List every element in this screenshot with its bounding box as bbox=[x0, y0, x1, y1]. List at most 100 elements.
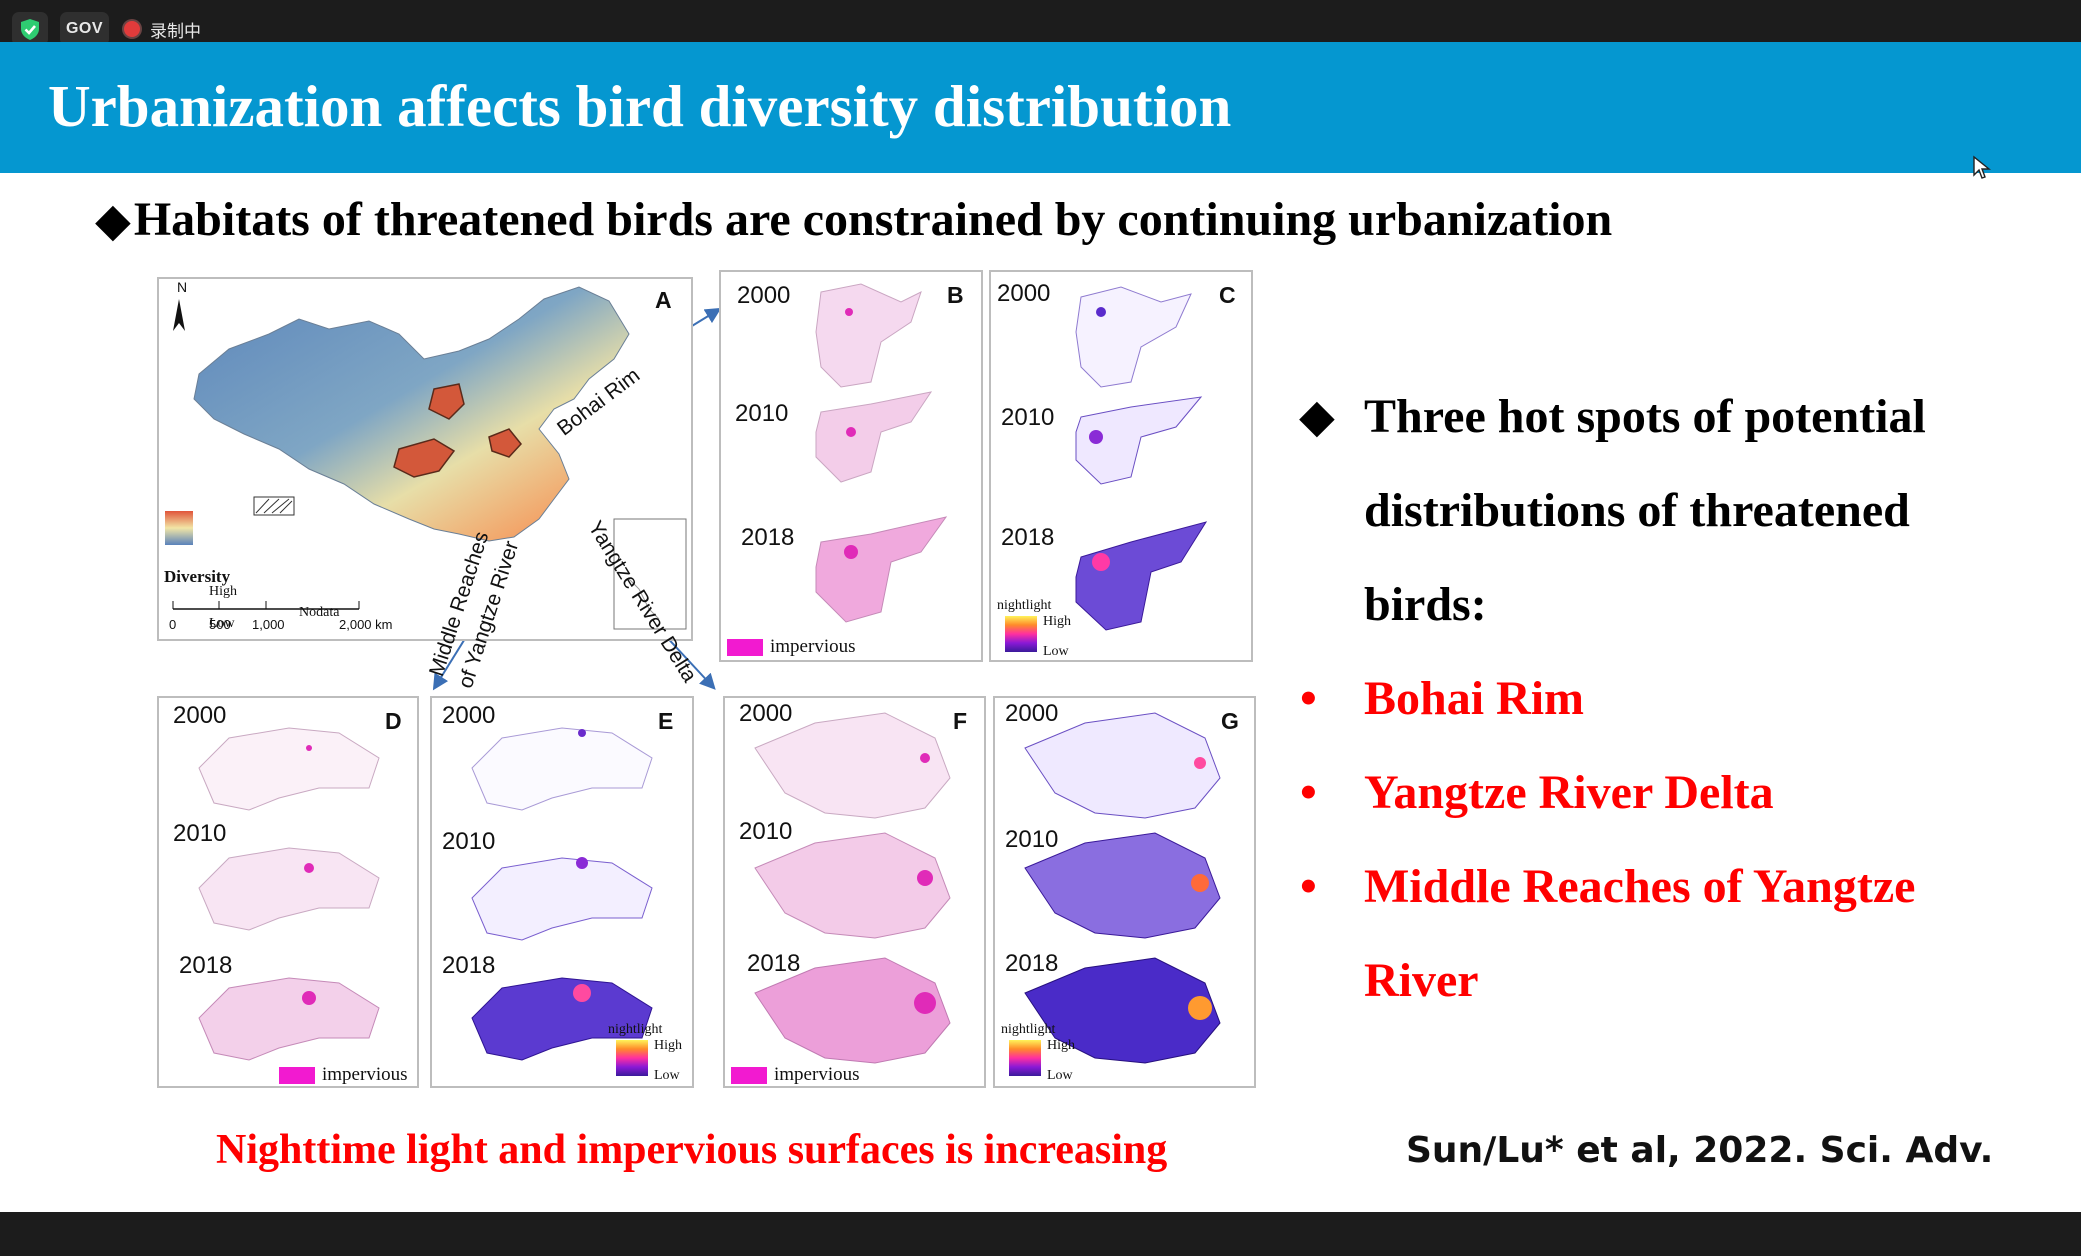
north-arrow-label: N bbox=[177, 279, 188, 295]
hotspot-item: • Yangtze River Delta bbox=[1300, 746, 2020, 840]
record-icon bbox=[124, 21, 140, 37]
citation: Sun/Lu* et al, 2022. Sci. Adv. bbox=[1406, 1130, 1994, 1171]
impervious-swatch bbox=[727, 638, 763, 656]
nightlight-legend-low: Low bbox=[654, 1068, 680, 1083]
year-2000: 2000 bbox=[739, 700, 793, 727]
panel-e-middle-reaches-nightlight: E 2000 2010 2018 nightlight High Low bbox=[430, 696, 694, 1088]
panel-a-label: A bbox=[655, 287, 672, 313]
diamond-bullet-icon: ◆ bbox=[1300, 392, 1334, 441]
nightlight-legend-high: High bbox=[1043, 614, 1071, 629]
main-bullet-text: Habitats of threatened birds are constra… bbox=[133, 193, 1613, 246]
panel-g-label: G bbox=[1221, 708, 1239, 734]
hotspot-heading-text: Three hot spots of potential distributio… bbox=[1364, 390, 1926, 631]
mouse-cursor-icon bbox=[1973, 155, 1991, 179]
year-2018: 2018 bbox=[747, 950, 801, 977]
gov-badge[interactable]: GOV bbox=[60, 12, 109, 46]
nightlight-legend: nightlight High Low bbox=[1001, 1022, 1075, 1083]
nightlight-legend-high: High bbox=[654, 1038, 682, 1053]
window-bottom-bar bbox=[0, 1212, 2081, 1256]
year-2010: 2010 bbox=[1001, 404, 1055, 431]
impervious-legend-label: impervious bbox=[322, 1064, 408, 1085]
presentation-slide: Urbanization affects bird diversity dist… bbox=[0, 42, 2081, 1212]
year-2010: 2010 bbox=[173, 820, 227, 847]
slide-title: Urbanization affects bird diversity dist… bbox=[48, 73, 1232, 139]
recording-label: 录制中 bbox=[150, 21, 201, 42]
nodata-legend: Nodata bbox=[299, 605, 340, 620]
diversity-legend-low: Low bbox=[209, 616, 235, 631]
panel-a-china-map: A N Diversity High Low Nodata 0 500 1,00… bbox=[157, 277, 693, 641]
recording-indicator[interactable]: 录制中 bbox=[124, 12, 201, 46]
hotspot-item: • Bohai Rim bbox=[1300, 652, 2020, 746]
panel-c-label: C bbox=[1219, 282, 1236, 308]
scale-tick-500: 500 bbox=[209, 617, 231, 632]
year-2010: 2010 bbox=[442, 828, 496, 855]
hotspot-item-text: Middle Reaches of Yangtze River bbox=[1364, 860, 1916, 1007]
china-diversity-map bbox=[165, 286, 687, 630]
bullet-dot-icon: • bbox=[1300, 672, 1317, 725]
impervious-legend: impervious bbox=[731, 1064, 860, 1086]
year-2000: 2000 bbox=[173, 702, 227, 729]
impervious-legend-label: impervious bbox=[770, 636, 856, 657]
nightlight-legend-low: Low bbox=[1047, 1068, 1073, 1083]
nightlight-gradient-bar bbox=[616, 1040, 648, 1076]
yangtze-delta-nightlight-maps bbox=[1024, 712, 1221, 1064]
panel-b-label: B bbox=[947, 282, 964, 308]
diamond-bullet-icon: ◆ bbox=[96, 196, 130, 245]
panel-e-label: E bbox=[658, 708, 674, 734]
panel-b-bohai-impervious: B 2000 2010 2018 impervious bbox=[719, 270, 983, 662]
middle-reaches-nightlight-maps bbox=[471, 727, 653, 1061]
hotspot-list: ◆ Three hot spots of potential distribut… bbox=[1300, 370, 2020, 1028]
scale-tick-2000: 2,000 km bbox=[339, 617, 393, 632]
diversity-legend-high: High bbox=[209, 584, 237, 599]
impervious-legend: impervious bbox=[727, 636, 856, 658]
bohai-impervious-maps bbox=[815, 283, 948, 623]
panel-c-bohai-nightlight: C 2000 2010 2018 nightlight High Low bbox=[989, 270, 1253, 662]
year-2018: 2018 bbox=[1005, 950, 1059, 977]
bullet-dot-icon: • bbox=[1300, 766, 1317, 819]
bullet-dot-icon: • bbox=[1300, 860, 1317, 913]
year-2018: 2018 bbox=[179, 952, 233, 979]
diversity-legend-title: Diversity bbox=[164, 567, 231, 586]
nightlight-legend-title: nightlight bbox=[997, 598, 1052, 613]
impervious-swatch bbox=[279, 1066, 315, 1084]
panel-d-middle-reaches-impervious: D 2000 2010 2018 impervious bbox=[157, 696, 419, 1088]
yangtze-delta-impervious-maps bbox=[754, 712, 951, 1064]
year-2000: 2000 bbox=[442, 702, 496, 729]
year-2018: 2018 bbox=[1001, 524, 1055, 551]
scale-tick-1000: 1,000 bbox=[252, 617, 285, 632]
nightlight-legend-low: Low bbox=[1043, 644, 1069, 659]
year-2000: 2000 bbox=[737, 282, 791, 309]
year-2000: 2000 bbox=[1005, 700, 1059, 727]
bohai-nightlight-maps bbox=[1075, 286, 1208, 631]
year-2010: 2010 bbox=[735, 400, 789, 427]
security-shield-icon[interactable] bbox=[12, 12, 48, 46]
nightlight-legend-title: nightlight bbox=[608, 1022, 663, 1037]
hotspot-item-text: Bohai Rim bbox=[1364, 672, 1585, 725]
year-2010: 2010 bbox=[1005, 826, 1059, 853]
nightlight-legend-high: High bbox=[1047, 1038, 1075, 1053]
impervious-legend: impervious bbox=[279, 1064, 408, 1086]
nightlight-gradient-bar bbox=[1009, 1040, 1041, 1076]
main-bullet: ◆Habitats of threatened birds are constr… bbox=[96, 192, 1612, 247]
nightlight-legend: nightlight High Low bbox=[997, 598, 1071, 659]
year-2010: 2010 bbox=[739, 818, 793, 845]
slide-header: Urbanization affects bird diversity dist… bbox=[0, 42, 2081, 173]
year-2018: 2018 bbox=[741, 524, 795, 551]
year-2000: 2000 bbox=[997, 280, 1051, 307]
nightlight-legend-title: nightlight bbox=[1001, 1022, 1056, 1037]
panel-f-yangtze-delta-impervious: F 2000 2010 2018 impervious bbox=[723, 696, 986, 1088]
figure-caption: Nighttime light and impervious surfaces … bbox=[216, 1127, 1168, 1173]
panel-g-yangtze-delta-nightlight: G 2000 2010 2018 nightlight High Low bbox=[993, 696, 1256, 1088]
window-top-bar: GOV 录制中 bbox=[0, 0, 2081, 46]
hotspot-item-text: Yangtze River Delta bbox=[1364, 766, 1774, 819]
middle-reaches-impervious-maps bbox=[198, 727, 380, 1061]
nightlight-legend: nightlight High Low bbox=[608, 1022, 682, 1083]
panel-d-label: D bbox=[385, 708, 402, 734]
nightlight-gradient-bar bbox=[1005, 616, 1037, 652]
hotspot-heading: ◆ Three hot spots of potential distribut… bbox=[1300, 370, 2020, 652]
impervious-swatch bbox=[731, 1066, 767, 1084]
impervious-legend-label: impervious bbox=[774, 1064, 860, 1085]
scale-tick-0: 0 bbox=[169, 617, 177, 632]
year-2018: 2018 bbox=[442, 952, 496, 979]
panel-f-label: F bbox=[953, 708, 968, 734]
